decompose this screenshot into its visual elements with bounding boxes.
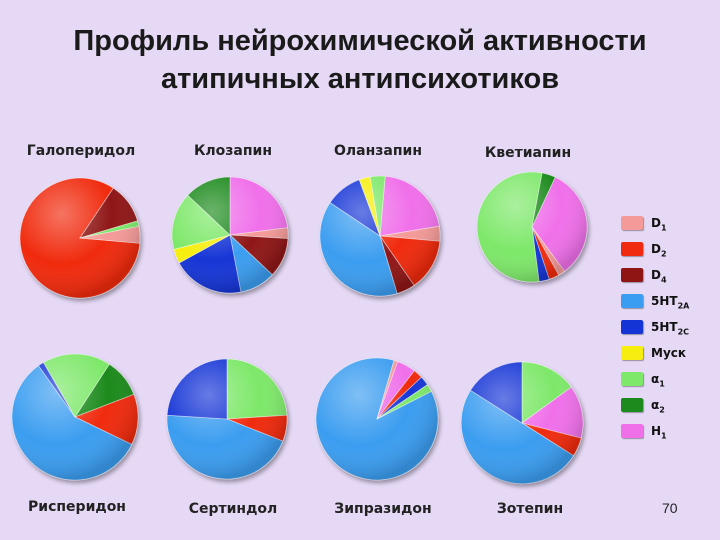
pie-chart	[319, 175, 441, 297]
slide-title: Профиль нейрохимической активности атипи…	[0, 22, 720, 98]
legend-swatch	[621, 424, 643, 438]
legend-swatch	[621, 320, 643, 334]
pie-chart	[19, 177, 141, 299]
pie-slice	[379, 175, 440, 237]
drug-label: Клозапин	[193, 143, 273, 159]
pie-slice	[229, 176, 288, 236]
title-line-2: атипичных антипсихотиков	[160, 63, 560, 95]
drug-label: Рисперидон	[28, 499, 126, 515]
legend-swatch	[621, 346, 643, 360]
drug-label: Зотепин	[496, 501, 564, 517]
pie-chart	[315, 357, 439, 481]
legend-label: H1	[651, 424, 667, 441]
legend-swatch	[621, 398, 643, 412]
pie-chart	[11, 353, 139, 481]
drug-label: Кветиапин	[484, 145, 572, 161]
pie-slice	[166, 358, 228, 420]
legend-label: 5HT2C	[651, 320, 690, 337]
drug-label: Галоперидол	[26, 143, 136, 159]
legend-label: D2	[651, 242, 667, 259]
drug-label: Оланзапин	[333, 143, 423, 159]
drug-label: Зипразидон	[334, 501, 432, 517]
title-line-1: Профиль нейрохимической активности	[73, 25, 647, 57]
legend-label: 5HT2A	[651, 294, 690, 311]
legend-swatch	[621, 242, 643, 256]
pie-chart	[476, 171, 588, 283]
drug-label: Сертиндол	[188, 501, 278, 517]
legend-label: α1	[651, 372, 665, 389]
legend-swatch	[621, 216, 643, 230]
legend-label: D4	[651, 268, 667, 285]
pie-chart	[171, 176, 289, 294]
legend-label: α2	[651, 398, 665, 415]
legend-swatch	[621, 294, 643, 308]
page-number: 70	[662, 500, 678, 516]
pie-slice	[226, 358, 288, 420]
legend-swatch	[621, 268, 643, 282]
legend-label: D1	[651, 216, 667, 233]
pie-chart	[460, 361, 584, 485]
pie-chart	[166, 358, 288, 480]
legend-swatch	[621, 372, 643, 386]
legend-label: Муск	[651, 346, 687, 360]
